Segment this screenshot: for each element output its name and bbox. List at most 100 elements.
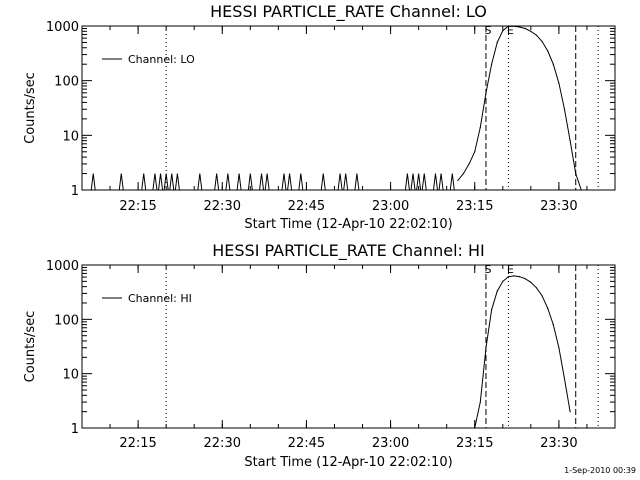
series-point — [535, 34, 538, 36]
series-spike — [421, 173, 427, 191]
event-marker-label: S — [484, 24, 491, 37]
series-point — [474, 427, 476, 429]
series-point — [558, 82, 560, 84]
series-point — [535, 287, 538, 289]
y-tick-label: 100 — [54, 313, 79, 328]
series-spike — [197, 173, 203, 191]
legend: Channel: LO — [102, 53, 195, 66]
series-point — [496, 290, 498, 292]
series-point — [569, 411, 571, 413]
series-spike — [343, 173, 349, 191]
y-tick-label: 1000 — [46, 259, 79, 274]
series-point — [580, 189, 582, 191]
series-point — [524, 27, 526, 30]
series-point — [563, 108, 566, 110]
series-point — [474, 151, 476, 153]
series-spike — [404, 173, 410, 191]
chart-title: HESSI PARTICLE_RATE Channel: LO — [210, 2, 487, 22]
series-point — [524, 278, 526, 280]
series-spike — [90, 173, 96, 191]
x-tick-label: 22:15 — [119, 199, 156, 214]
x-tick-label: 22:30 — [204, 436, 241, 451]
series-point — [547, 50, 549, 52]
series-point — [490, 63, 493, 65]
series-point — [558, 347, 560, 349]
series-spike — [438, 173, 444, 191]
series-point — [496, 41, 498, 44]
series-point — [507, 276, 509, 278]
x-axis-label: Start Time (12-Apr-10 22:02:10) — [244, 217, 452, 232]
y-tick-label: 1 — [71, 184, 79, 199]
event-marker-label: E — [507, 263, 514, 276]
series-point — [563, 378, 566, 380]
series-point — [552, 323, 554, 326]
y-tick-label: 100 — [54, 75, 79, 90]
series-spike — [247, 173, 253, 191]
chart-title: HESSI PARTICLE_RATE Channel: HI — [212, 241, 485, 261]
chart-1: HESSI PARTICLE_RATE Channel: HI 22:15 22:3… — [23, 241, 616, 470]
x-tick-label: 23:30 — [540, 436, 577, 451]
series-spike — [432, 173, 438, 191]
series-point — [457, 179, 459, 181]
series-spike — [410, 173, 416, 191]
chart-0: HESSI PARTICLE_RATE Channel: LO 22:15 22:3… — [23, 2, 616, 232]
series-spike — [287, 173, 293, 191]
y-axis-label: Counts/sec — [23, 311, 38, 383]
series-point — [530, 30, 532, 32]
series-point — [490, 309, 493, 311]
series-line-0 — [474, 275, 571, 429]
series-point — [575, 172, 577, 175]
series-spike — [174, 173, 180, 191]
legend: Channel: HI — [102, 292, 192, 305]
series-spike — [163, 173, 169, 191]
y-tick-label: 1000 — [46, 20, 79, 35]
series-spike — [281, 173, 287, 191]
x-tick-label: 22:30 — [204, 199, 241, 214]
series-point — [513, 275, 515, 277]
y-tick-label: 10 — [62, 368, 79, 383]
series-point — [519, 26, 521, 28]
x-tick-label: 23:15 — [456, 436, 493, 451]
x-axis-label: Start Time (12-Apr-10 22:02:10) — [244, 455, 452, 470]
series-point — [519, 276, 521, 278]
series-spike — [337, 173, 343, 191]
series-point — [569, 140, 571, 142]
event-marker-label: S — [484, 263, 491, 276]
series-spike — [118, 173, 124, 191]
series-point — [530, 281, 532, 283]
x-tick-label: 23:15 — [456, 199, 493, 214]
series-point — [547, 307, 549, 309]
x-tick-label: 23:30 — [540, 199, 577, 214]
plot-frame — [81, 264, 616, 429]
series-point — [468, 163, 470, 165]
series-point — [502, 280, 504, 282]
series-spike — [264, 173, 270, 191]
x-tick-label: 22:15 — [119, 436, 156, 451]
series-spike — [158, 173, 164, 191]
event-marker-label: E — [507, 24, 514, 37]
y-tick-label: 1 — [71, 422, 79, 437]
series-spike — [354, 173, 360, 191]
x-tick-label: 22:45 — [288, 436, 325, 451]
series-spike — [225, 173, 231, 191]
series-spike — [236, 173, 242, 191]
series-point — [507, 25, 509, 27]
series-spike — [259, 173, 265, 191]
legend-entry: Channel: HI — [128, 292, 192, 305]
series-spike — [416, 173, 422, 191]
x-tick-label: 23:00 — [372, 436, 409, 451]
series-point — [485, 347, 487, 349]
series-point — [541, 295, 543, 297]
series-point — [485, 92, 487, 94]
series-line-0 — [457, 25, 582, 191]
series-spike — [152, 173, 158, 191]
series-spike — [449, 173, 455, 191]
series-point — [541, 40, 543, 43]
series-spike — [320, 173, 326, 191]
series-point — [502, 30, 504, 32]
series-point — [513, 25, 515, 27]
series-spike — [298, 173, 304, 191]
series-point — [462, 172, 465, 175]
series-spike — [214, 173, 220, 191]
series-point — [552, 63, 554, 65]
